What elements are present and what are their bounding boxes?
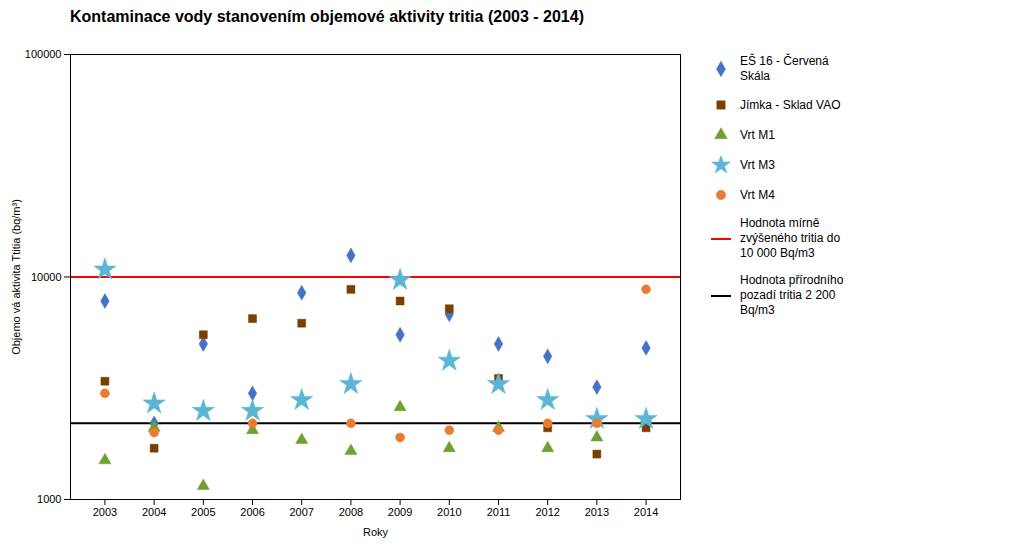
html-text:Vrt M3: Vrt M3 xyxy=(740,157,775,172)
html-text:Kontaminace vody stanovením ob: Kontaminace vody stanovením objemové akt… xyxy=(70,8,584,25)
html-text:Jímka - Sklad VAO: Jímka - Sklad VAO xyxy=(740,97,841,112)
svg-text:2010: 2010 xyxy=(437,506,461,518)
html-text:Vrt M4: Vrt M4 xyxy=(740,187,775,202)
html-text:Vrt M1: Vrt M1 xyxy=(740,127,775,142)
svg-text:2011: 2011 xyxy=(487,506,511,518)
svg-text:100000: 100000 xyxy=(25,48,62,60)
svg-text:2012: 2012 xyxy=(535,506,559,518)
svg-text:10000: 10000 xyxy=(31,271,62,283)
svg-text:2008: 2008 xyxy=(339,506,363,518)
svg-text:2005: 2005 xyxy=(191,506,215,518)
html-text:EŠ 16 - Červená Skála: EŠ 16 - Červená Skála xyxy=(740,54,829,83)
svg-text:2009: 2009 xyxy=(388,506,412,518)
svg-text:Roky: Roky xyxy=(363,526,389,538)
svg-text:2013: 2013 xyxy=(585,506,609,518)
html-text:Hodnota mírně zvýšeného tritia: Hodnota mírně zvýšeného tritia do 10 000… xyxy=(740,216,841,260)
svg-text:Objemo vá aktivita Ttitia (bq/: Objemo vá aktivita Ttitia (bq/m³) xyxy=(10,199,22,355)
svg-text:2003: 2003 xyxy=(93,506,117,518)
svg-text:2006: 2006 xyxy=(240,506,264,518)
svg-text:2014: 2014 xyxy=(634,506,658,518)
svg-text:1000: 1000 xyxy=(37,493,61,505)
svg-text:2004: 2004 xyxy=(142,506,166,518)
svg-text:2007: 2007 xyxy=(289,506,313,518)
html-text:Hodnota přírodního pozadí trit: Hodnota přírodního pozadí tritia 2 200 B… xyxy=(740,273,844,317)
